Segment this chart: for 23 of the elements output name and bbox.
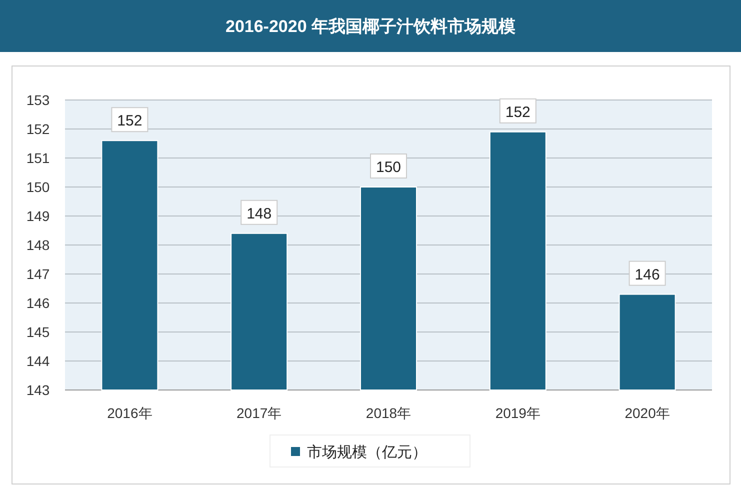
y-tick-label: 148 xyxy=(26,237,50,253)
x-tick-label: 2019年 xyxy=(495,405,540,421)
x-tick-label: 2018年 xyxy=(366,405,412,421)
y-tick-label: 153 xyxy=(26,92,50,108)
y-tick-label: 151 xyxy=(26,150,50,166)
data-label: 148 xyxy=(246,205,272,222)
data-label: 146 xyxy=(634,266,660,284)
y-tick-label: 147 xyxy=(26,266,50,282)
y-tick-label: 143 xyxy=(26,382,50,398)
x-tick-label: 2016年 xyxy=(107,405,152,421)
data-label: 152 xyxy=(117,112,142,130)
legend-label: 市场规模（亿元） xyxy=(307,444,427,461)
x-tick-label: 2017年 xyxy=(236,405,282,421)
y-tick-label: 144 xyxy=(26,353,50,369)
y-tick-label: 145 xyxy=(26,324,50,340)
data-label: 152 xyxy=(505,104,530,121)
x-tick-label: 2020年 xyxy=(624,405,670,421)
y-tick-label: 149 xyxy=(26,208,50,224)
chart-title: 2016-2020 年我国椰子汁饮料市场规模 xyxy=(225,17,516,36)
y-tick-label: 146 xyxy=(26,295,50,311)
y-tick-label: 152 xyxy=(26,121,50,137)
data-label: 150 xyxy=(376,159,402,176)
y-tick-label: 150 xyxy=(26,179,50,195)
